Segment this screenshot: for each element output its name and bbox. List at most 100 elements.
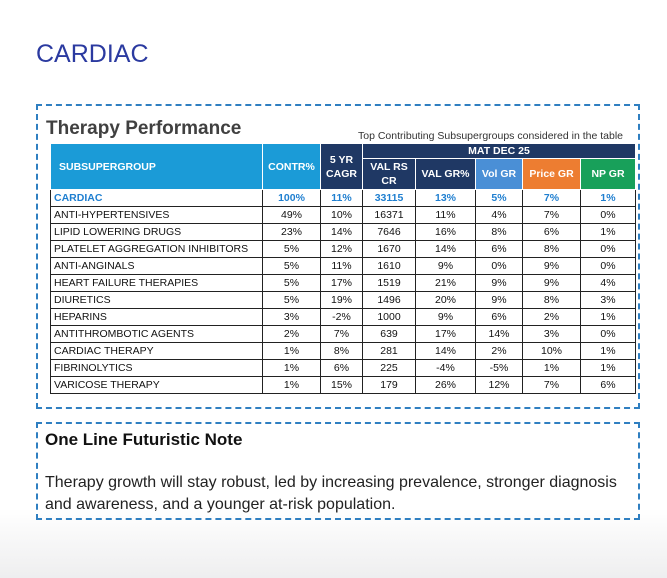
column-header: VAL GR% xyxy=(415,158,476,190)
table-cell: 179 xyxy=(362,376,416,394)
table-row: HEART FAILURE THERAPIES 5% 17% 1519 21% 9% 9% 4… xyxy=(50,274,637,292)
column-header: CONTR% xyxy=(262,143,321,190)
table-cell: CARDIAC THERAPY xyxy=(50,342,263,360)
table-cell: 6% xyxy=(475,240,523,258)
table-cell: 10% xyxy=(320,206,363,224)
table-cell: 9% xyxy=(522,274,581,292)
panel-border xyxy=(36,104,640,409)
table-cell: 4% xyxy=(475,206,523,224)
table-cell: 9% xyxy=(522,257,581,275)
table-cell: 49% xyxy=(262,206,321,224)
table-cell: 33115 xyxy=(362,189,416,207)
table-cell: LIPID LOWERING DRUGS xyxy=(50,223,263,241)
table-cell: 3% xyxy=(262,308,321,326)
performance-table: SUBSUPERGROUP CONTR% 5 YR CAGR MAT DEC 25 VA… xyxy=(50,143,637,394)
table-cell: 5% xyxy=(262,240,321,258)
table-cell: VARICOSE THERAPY xyxy=(50,376,263,394)
table-cell: 6% xyxy=(475,308,523,326)
page-title: CARDIAC xyxy=(36,40,149,68)
table-cell: ANTI-HYPERTENSIVES xyxy=(50,206,263,224)
table-cell: 13% xyxy=(415,189,476,207)
table-cell: -5% xyxy=(475,359,523,377)
header-row: VAL RS CR VAL GR% Vol GR Price GR NP GR xyxy=(51,158,637,190)
table-cell: -4% xyxy=(415,359,476,377)
table-row: VARICOSE THERAPY 1% 15% 179 26% 12% 7% 6% xyxy=(50,376,637,394)
table-cell: 20% xyxy=(415,291,476,309)
table-cell: 21% xyxy=(415,274,476,292)
table-cell: ANTI-ANGINALS xyxy=(50,257,263,275)
table-cell: 2% xyxy=(262,325,321,343)
table-cell: 639 xyxy=(362,325,416,343)
table-cell: 10% xyxy=(522,342,581,360)
table-cell: 1% xyxy=(522,359,581,377)
table-cell: 1% xyxy=(262,376,321,394)
table-cell: FIBRINOLYTICS xyxy=(50,359,263,377)
table-row: HEPARINS 3% -2% 1000 9% 6% 2% 1% xyxy=(50,308,637,326)
table-cell: 9% xyxy=(415,308,476,326)
table-row: LIPID LOWERING DRUGS 23% 14% 7646 16% 8% 6% 1% xyxy=(50,223,637,241)
column-header: SUBSUPERGROUP xyxy=(50,143,263,190)
table-cell: -2% xyxy=(320,308,363,326)
table-cell: 0% xyxy=(579,206,637,224)
panel-title: Therapy Performance xyxy=(46,118,242,139)
table-cell: 14% xyxy=(415,342,476,360)
table-cell: 4% xyxy=(579,274,637,292)
table-cell: 9% xyxy=(475,291,523,309)
table-cell: 26% xyxy=(415,376,476,394)
table-cell: DIURETICS xyxy=(50,291,263,309)
table-cell: 281 xyxy=(362,342,416,360)
table-cell: 1496 xyxy=(362,291,416,309)
table-row: CARDIAC 100% 11% 33115 13% 5% 7% 1% xyxy=(50,189,637,207)
group-header: MAT DEC 25 xyxy=(361,143,637,159)
table-cell: 0% xyxy=(579,325,637,343)
table-cell: CARDIAC xyxy=(50,189,263,207)
table-cell: 1610 xyxy=(362,257,416,275)
table-cell: 8% xyxy=(522,291,581,309)
table-cell: 5% xyxy=(262,291,321,309)
table-row: PLATELET AGGREGATION INHIBITORS 5% 12% 1670… xyxy=(50,240,637,258)
table-cell: 1% xyxy=(262,342,321,360)
table-cell: 7% xyxy=(522,206,581,224)
table-row: ANTI-ANGINALS 5% 11% 1610 9% 0% 9% 0% xyxy=(50,257,637,275)
table-cell: 17% xyxy=(415,325,476,343)
column-header: VAL RS CR xyxy=(362,158,416,190)
table-cell: 6% xyxy=(320,359,363,377)
table-cell: HEPARINS xyxy=(50,308,263,326)
table-cell: 19% xyxy=(320,291,363,309)
column-header: Vol GR xyxy=(475,158,523,190)
table-cell: ANTITHROMBOTIC AGENTS xyxy=(50,325,263,343)
table-cell: 6% xyxy=(579,376,637,394)
table-cell: 1% xyxy=(579,223,637,241)
note-title: One Line Futuristic Note xyxy=(45,430,243,449)
table-row: ANTI-HYPERTENSIVES 49% 10% 16371 11% 4% 7% 0% xyxy=(50,206,637,224)
table-cell: 14% xyxy=(320,223,363,241)
table-cell: 16371 xyxy=(362,206,416,224)
table-cell: 12% xyxy=(475,376,523,394)
table-cell: 7% xyxy=(522,376,581,394)
table-cell: 1519 xyxy=(362,274,416,292)
header-row: SUBSUPERGROUP CONTR% 5 YR CAGR MAT DEC 25 xyxy=(50,143,637,190)
table-cell: 11% xyxy=(320,257,363,275)
column-header: 5 YR CAGR xyxy=(320,143,363,190)
table-cell: 14% xyxy=(415,240,476,258)
table-cell: 0% xyxy=(579,257,637,275)
table-cell: 23% xyxy=(262,223,321,241)
table-cell: 5% xyxy=(475,189,523,207)
table-cell: 5% xyxy=(262,257,321,275)
table-row: DIURETICS 5% 19% 1496 20% 9% 8% 3% xyxy=(50,291,637,309)
table-cell: HEART FAILURE THERAPIES xyxy=(50,274,263,292)
table-cell: 9% xyxy=(475,274,523,292)
table-cell: PLATELET AGGREGATION INHIBITORS xyxy=(50,240,263,258)
note-text: Therapy growth will stay robust, led by … xyxy=(45,474,617,513)
panel-caption: Top Contributing Subsupergroups consider… xyxy=(358,130,624,142)
table-cell: 1% xyxy=(579,189,637,207)
table-cell: 0% xyxy=(475,257,523,275)
table-cell: 14% xyxy=(475,325,523,343)
table-cell: 11% xyxy=(415,206,476,224)
table-cell: 3% xyxy=(522,325,581,343)
table-cell: 1% xyxy=(579,342,637,360)
table-cell: 1000 xyxy=(362,308,416,326)
table-cell: 9% xyxy=(415,257,476,275)
table-cell: 1% xyxy=(579,308,637,326)
